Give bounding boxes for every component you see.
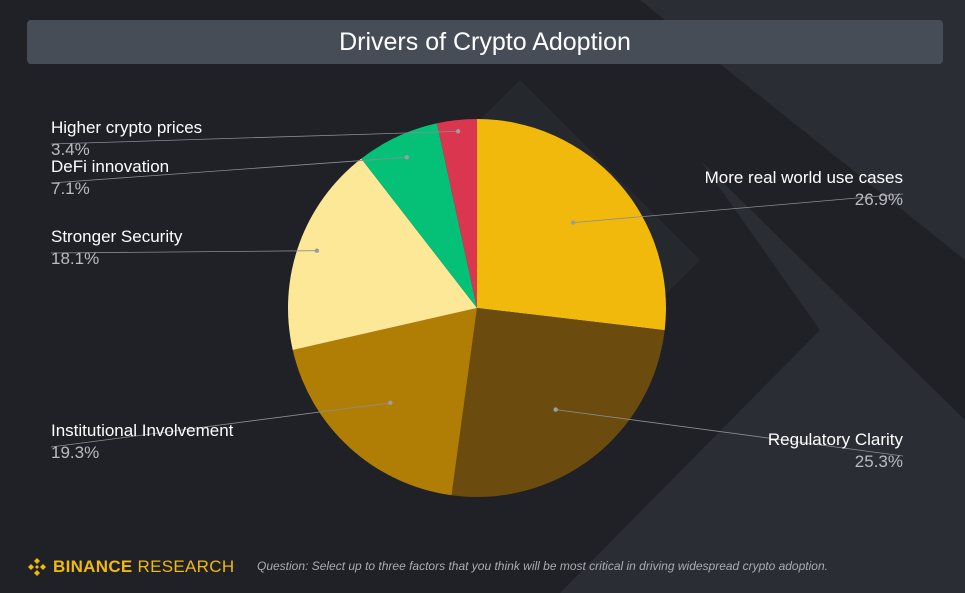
slice-value-stronger-security: 18.1% xyxy=(51,249,99,268)
slice-labels: More real world use cases 26.9% Regulatory… xyxy=(51,118,903,471)
leader-line-defi-innovation xyxy=(50,156,407,184)
slice-value-defi-innovation: 7.1% xyxy=(51,179,90,198)
pie-slice-stronger-security xyxy=(288,158,477,351)
binance-diamond-icon xyxy=(28,558,46,576)
leader-dot-defi-innovation xyxy=(404,155,409,160)
leader-dot-institutional-involvement xyxy=(388,400,393,406)
leader-dot-regulatory-clarity xyxy=(553,407,558,412)
slice-label-regulatory-clarity: Regulatory Clarity xyxy=(768,430,904,449)
binance-research-logo: BINANCE RESEARCH xyxy=(27,555,234,579)
pie-slice-more-real-world-use-cases xyxy=(477,119,666,331)
chart-title: Drivers of Crypto Adoption xyxy=(339,27,631,56)
pie-slice-higher-crypto-prices xyxy=(436,119,477,308)
leader-line-stronger-security xyxy=(50,250,317,254)
leader-line-more-real-world-use-cases xyxy=(573,193,904,224)
pie-slices xyxy=(288,119,666,497)
pie-slice-institutional-involvement xyxy=(292,308,477,496)
slice-value-institutional-involvement: 19.3% xyxy=(51,443,99,462)
slice-label-stronger-security: Stronger Security xyxy=(51,227,183,246)
leader-lines xyxy=(50,129,904,457)
survey-question-note: Question: Select up to three factors tha… xyxy=(257,559,828,573)
pie-slice-regulatory-clarity xyxy=(451,308,665,497)
brand-division: RESEARCH xyxy=(137,557,235,576)
slice-label-institutional-involvement: Institutional Involvement xyxy=(51,421,234,440)
leader-line-institutional-involvement xyxy=(50,402,391,448)
leader-dot-higher-crypto-prices xyxy=(455,129,461,134)
slice-value-higher-crypto-prices: 3.4% xyxy=(51,140,90,159)
leader-line-higher-crypto-prices xyxy=(50,130,459,145)
title-bar: Drivers of Crypto Adoption xyxy=(27,20,943,64)
slice-label-defi-innovation: DeFi innovation xyxy=(51,157,169,176)
leader-dot-more-real-world-use-cases xyxy=(570,220,576,225)
slice-label-higher-crypto-prices: Higher crypto prices xyxy=(51,118,202,137)
slice-value-regulatory-clarity: 25.3% xyxy=(855,452,903,471)
leader-dot-stronger-security xyxy=(314,248,320,253)
pie-slice-defi-innovation xyxy=(361,123,477,308)
slice-value-more-real-world-use-cases: 26.9% xyxy=(855,190,903,209)
slice-label-more-real-world-use-cases: More real world use cases xyxy=(705,168,903,187)
leader-line-regulatory-clarity xyxy=(555,409,904,457)
brand-name: BINANCE xyxy=(53,557,133,576)
